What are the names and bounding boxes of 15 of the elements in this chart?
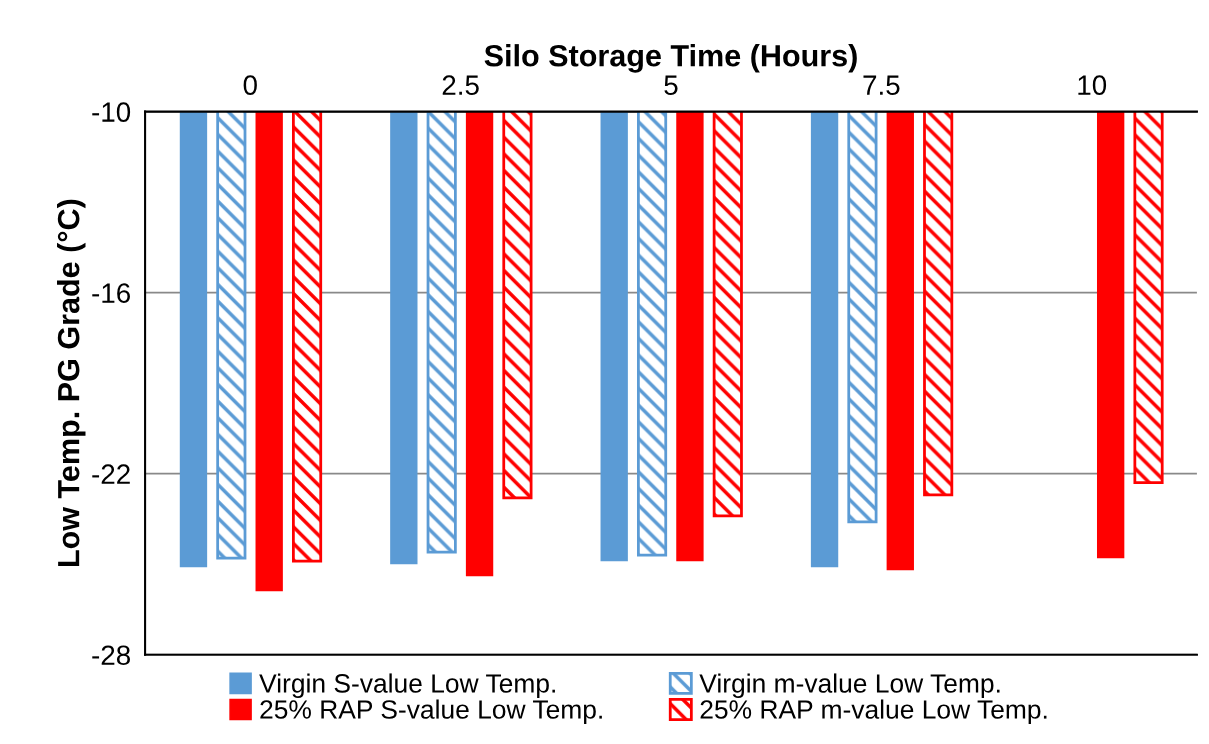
legend-label: 25% RAP m-value Low Temp.	[700, 699, 1047, 725]
x-axis-title: Silo Storage Time (Hours)	[484, 44, 857, 73]
x-tick-label: 7.5	[863, 75, 900, 95]
y-tick-label: -10	[92, 102, 131, 122]
legend-label: Virgin S-value Low Temp.	[259, 673, 555, 699]
x-tick-label: 0	[243, 75, 257, 95]
x-tick-label: 10	[1078, 75, 1107, 95]
y-axis-title: Low Temp. PG Grade (°C)	[57, 199, 86, 567]
y-tick-label: -28	[92, 645, 130, 666]
legend-label: 25% RAP S-value Low Temp.	[260, 699, 602, 725]
y-tick-label: -22	[92, 464, 130, 484]
x-tick-label: 2.5	[442, 75, 479, 95]
y-tick-label: -16	[92, 283, 130, 303]
legend-label: Virgin m-value Low Temp.	[699, 673, 1000, 699]
x-tick-label: 5	[664, 75, 678, 95]
